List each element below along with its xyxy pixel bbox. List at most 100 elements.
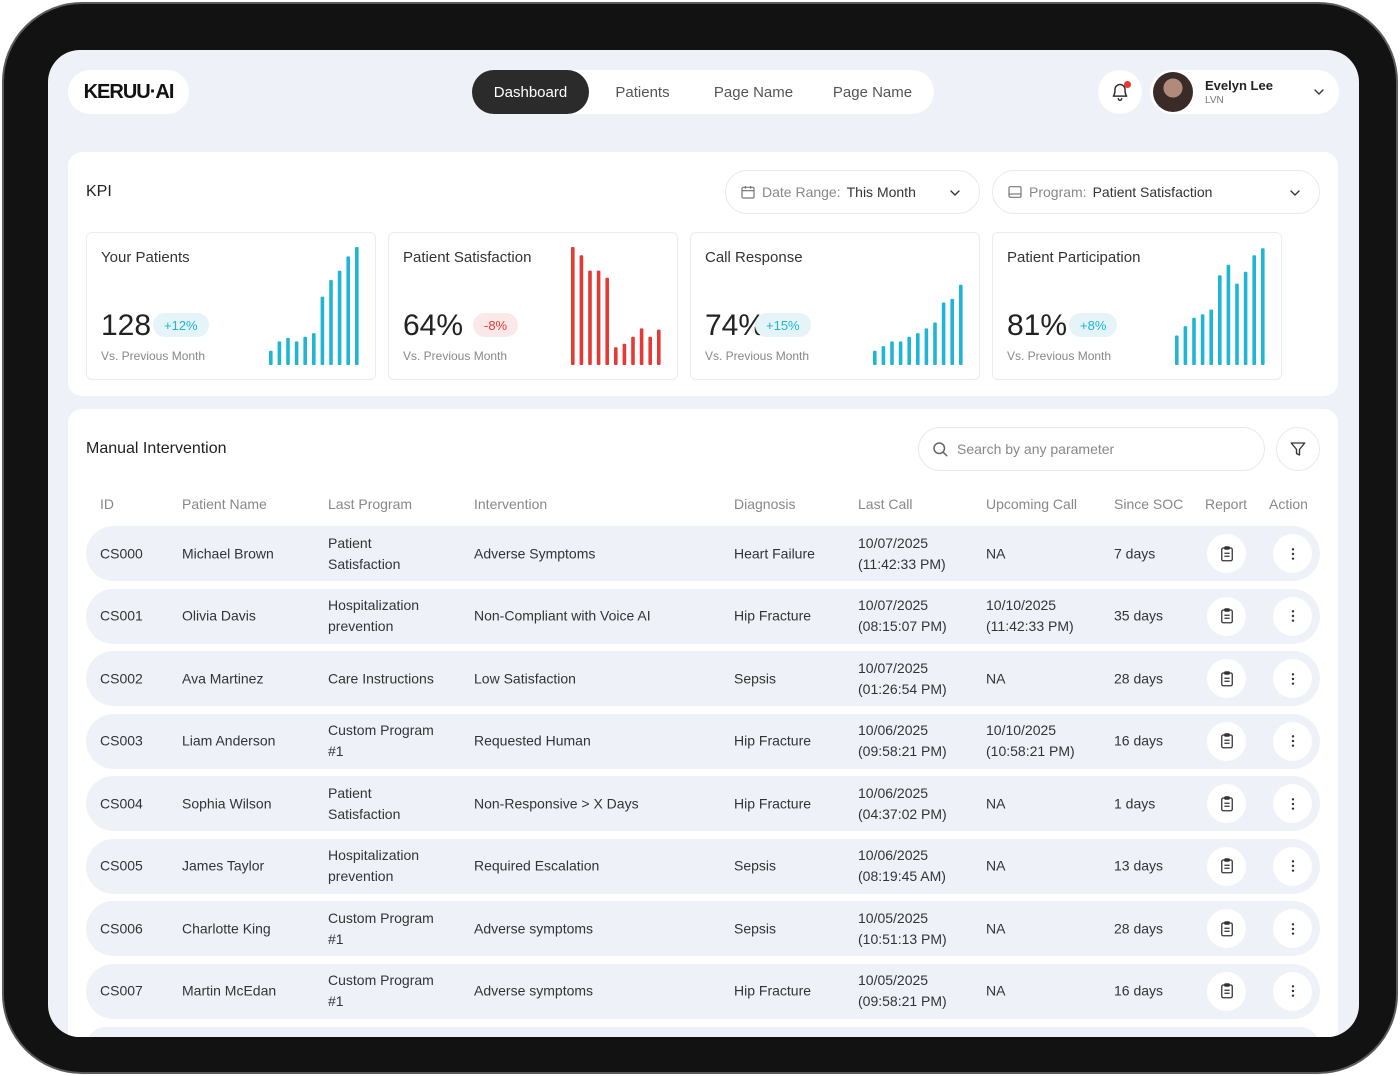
action-menu-button[interactable] <box>1273 971 1312 1011</box>
metric-bar <box>1209 309 1213 365</box>
action-menu-button[interactable] <box>1273 784 1312 823</box>
report-button[interactable] <box>1207 971 1246 1011</box>
folder-icon <box>1008 186 1022 198</box>
report-button[interactable] <box>1207 784 1246 823</box>
column-header-last-program[interactable]: Last Program <box>328 496 413 512</box>
metric-bar <box>622 343 627 365</box>
table-row[interactable]: CS001 Olivia Davis Hospitalization preventi… <box>86 588 1320 644</box>
metric-bar <box>873 350 877 365</box>
metric-card-patient-participation[interactable]: Patient Participation 81% +8% Vs. Previo… <box>992 232 1282 380</box>
user-menu[interactable]: Evelyn Lee LVN <box>1150 70 1339 114</box>
date-range-label: Date Range: <box>762 184 841 200</box>
more-vertical-icon <box>1291 922 1294 935</box>
table-row[interactable]: CS002 Ava Martinez Care Instructions Low Sa… <box>86 651 1320 706</box>
column-header-since-soc[interactable]: Since SOC <box>1114 496 1184 512</box>
table-row[interactable]: CS000 Michael Brown Patient Satisfaction Adv… <box>86 526 1320 581</box>
search-input[interactable] <box>957 441 1247 457</box>
metric-change-badge: +12% <box>153 313 209 337</box>
action-menu-button[interactable] <box>1273 721 1312 761</box>
metric-bar <box>881 346 886 365</box>
cell-program: Care Instructions <box>328 668 434 689</box>
column-header-diagnosis[interactable]: Diagnosis <box>734 496 796 512</box>
cell-line: 10/06/2025 <box>858 847 929 863</box>
action-menu-button[interactable] <box>1273 534 1312 573</box>
column-header-id[interactable]: ID <box>100 496 114 512</box>
cell-upcoming: NA <box>986 981 1005 1002</box>
action-menu-button[interactable] <box>1273 909 1312 948</box>
cell-id: CS007 <box>100 982 143 999</box>
table-row[interactable]: CS005 James Taylor Hospitalization preventi… <box>86 838 1320 894</box>
cell-last-call: 10/06/2025 (08:19:45 AM) <box>858 845 946 887</box>
chevron-down-icon <box>1290 190 1300 196</box>
cell-line: NA <box>986 670 1006 686</box>
column-header-action[interactable]: Action <box>1269 496 1308 512</box>
cell-line: NA <box>986 795 1006 811</box>
cell-upcoming: 10/10/2025 (11:42:33 PM) <box>986 595 1074 637</box>
cell-line: (11:42:33 PM) <box>858 555 946 572</box>
cell-id: CS001 <box>100 607 143 624</box>
cell-line: 10/06/2025 <box>858 722 929 738</box>
cell-soc: 16 days <box>1114 732 1164 749</box>
table-row-partial <box>86 1027 1320 1037</box>
action-menu-button[interactable] <box>1273 659 1312 698</box>
cell-program: Custom Program #1 <box>328 908 434 950</box>
column-header-last-call[interactable]: Last Call <box>858 496 913 512</box>
metric-card-patient-satisfaction[interactable]: Patient Satisfaction 64% -8% Vs. Previou… <box>388 232 678 380</box>
cell-id: CS003 <box>100 732 143 749</box>
more-vertical-icon <box>1291 797 1294 810</box>
search-box[interactable] <box>918 427 1265 471</box>
column-header-report[interactable]: Report <box>1205 496 1248 512</box>
nav-page-name-2[interactable]: Page Name <box>832 83 913 101</box>
report-button[interactable] <box>1207 596 1246 636</box>
app-logo[interactable]: KERUU·AI <box>68 70 189 114</box>
program-dropdown[interactable]: Program: Patient Satisfaction <box>992 170 1320 214</box>
report-button[interactable] <box>1207 659 1246 698</box>
metric-bar <box>933 322 937 365</box>
metric-bar <box>286 337 290 365</box>
nav-dashboard[interactable]: Dashboard <box>472 70 589 114</box>
column-header-patient-name[interactable]: Patient Name <box>182 496 267 512</box>
cell-name: Michael Brown <box>182 545 274 561</box>
date-range-dropdown[interactable]: Date Range: This Month <box>725 170 980 214</box>
cell-program: Patient Satisfaction <box>328 533 400 575</box>
column-header-upcoming-call[interactable]: Upcoming Call <box>986 496 1078 512</box>
action-menu-button[interactable] <box>1273 846 1312 886</box>
cell-line: #1 <box>328 993 344 1009</box>
report-button[interactable] <box>1207 534 1246 573</box>
metric-card-call-response[interactable]: Call Response 74% +15% Vs. Previous Mont… <box>690 232 980 380</box>
table-row[interactable]: CS003 Liam Anderson Custom Program #1 Reques… <box>86 713 1320 769</box>
cell-line: 10/05/2025 <box>858 972 929 988</box>
cell-soc: 13 days <box>1114 857 1164 874</box>
nav-patients[interactable]: Patients <box>615 83 670 101</box>
metric-card-your-patients[interactable]: Your Patients 128 +12% Vs. Previous Mont… <box>86 232 376 380</box>
metric-bar <box>907 336 911 365</box>
cell-line: Hospitalization <box>328 597 420 613</box>
cell-soc: 7 days <box>1114 545 1156 561</box>
table-row[interactable]: CS007 Martin McEdan Custom Program #1 Advers… <box>86 963 1320 1019</box>
filter-icon <box>1290 442 1306 456</box>
cell-line: Custom Program <box>328 909 434 926</box>
cell-line: Satisfaction <box>328 555 401 572</box>
table-row[interactable]: CS004 Sophia Wilson Patient Satisfaction Non… <box>86 776 1320 831</box>
nav-page-name-1[interactable]: Page Name <box>713 83 794 101</box>
report-button[interactable] <box>1207 909 1246 948</box>
report-button[interactable] <box>1207 721 1246 761</box>
metric-bar <box>1192 317 1196 365</box>
cell-last-call: 10/06/2025 (09:58:21 PM) <box>858 720 947 762</box>
column-header-intervention[interactable]: Intervention <box>474 496 548 512</box>
cell-intervention: Adverse symptoms <box>474 982 594 999</box>
action-menu-button[interactable] <box>1273 596 1312 636</box>
cell-line: (09:58:21 PM) <box>858 743 947 759</box>
bell-icon <box>1112 83 1128 102</box>
cell-diagnosis: Sepsis <box>734 857 777 874</box>
metric-bar <box>337 270 342 365</box>
report-button[interactable] <box>1207 846 1246 886</box>
metric-bar-chart <box>1175 248 1265 365</box>
cell-line: 10/06/2025 <box>858 784 929 801</box>
cell-name: Charlotte King <box>182 920 271 936</box>
table-row[interactable]: CS006 Charlotte King Custom Program #1 Adver… <box>86 901 1320 956</box>
metric-bar <box>639 328 644 365</box>
notifications-button[interactable] <box>1098 70 1142 114</box>
filter-button[interactable] <box>1276 427 1320 471</box>
